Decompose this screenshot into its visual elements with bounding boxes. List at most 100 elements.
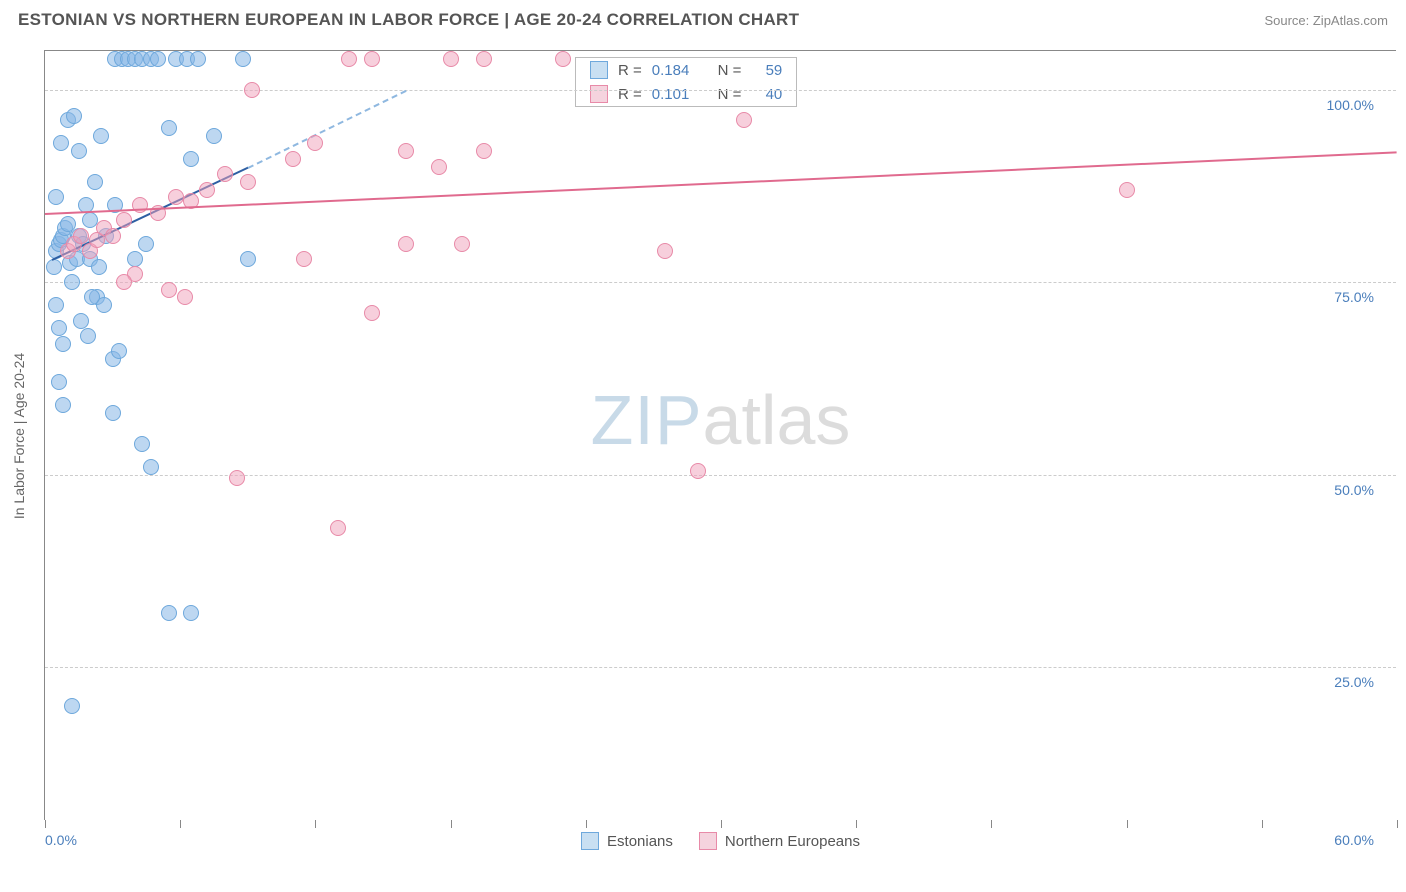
data-point xyxy=(48,297,64,313)
data-point xyxy=(476,51,492,67)
gridline xyxy=(45,475,1396,476)
y-axis-tick-label: 50.0% xyxy=(1334,482,1374,498)
data-point xyxy=(398,236,414,252)
gridline xyxy=(45,282,1396,283)
data-point xyxy=(93,128,109,144)
data-point xyxy=(285,151,301,167)
correlation-stats-box: R = 0.184 N = 59 R =0.101 N = 40 xyxy=(575,57,797,107)
stat-n-label: N = xyxy=(718,86,742,103)
data-point xyxy=(476,143,492,159)
y-axis-tick-label: 75.0% xyxy=(1334,289,1374,305)
data-point xyxy=(66,108,82,124)
data-point xyxy=(127,251,143,267)
data-point xyxy=(1119,182,1135,198)
data-point xyxy=(398,143,414,159)
data-point xyxy=(48,189,64,205)
x-axis-tick xyxy=(451,820,452,828)
data-point xyxy=(341,51,357,67)
data-point xyxy=(87,174,103,190)
legend-swatch xyxy=(590,61,608,79)
data-point xyxy=(229,470,245,486)
y-axis-tick-label: 100.0% xyxy=(1327,97,1374,113)
data-point xyxy=(206,128,222,144)
data-point xyxy=(64,274,80,290)
source-prefix: Source: xyxy=(1264,13,1312,28)
data-point xyxy=(55,397,71,413)
source-attribution: Source: ZipAtlas.com xyxy=(1264,13,1388,28)
data-point xyxy=(64,698,80,714)
data-point xyxy=(91,259,107,275)
chart-header: ESTONIAN VS NORTHERN EUROPEAN IN LABOR F… xyxy=(0,0,1406,38)
data-point xyxy=(46,259,62,275)
series-legend: Estonians Northern Europeans xyxy=(45,832,1396,850)
data-point xyxy=(217,166,233,182)
legend-item: Northern Europeans xyxy=(699,832,860,850)
data-point xyxy=(190,51,206,67)
stat-r-label: R = xyxy=(618,86,642,103)
x-axis-tick xyxy=(45,820,46,828)
data-point xyxy=(51,374,67,390)
data-point xyxy=(116,274,132,290)
scatter-chart: In Labor Force | Age 20-24 ZIPatlas R =0… xyxy=(44,50,1396,820)
data-point xyxy=(330,520,346,536)
data-point xyxy=(240,251,256,267)
legend-swatch xyxy=(699,832,717,850)
data-point xyxy=(168,189,184,205)
x-axis-tick xyxy=(1127,820,1128,828)
legend-label: Northern Europeans xyxy=(725,833,860,850)
data-point xyxy=(307,135,323,151)
data-point xyxy=(116,212,132,228)
data-point xyxy=(364,51,380,67)
data-point xyxy=(51,320,67,336)
x-axis-tick xyxy=(721,820,722,828)
x-axis-tick xyxy=(856,820,857,828)
x-axis-tick xyxy=(315,820,316,828)
x-axis-tick xyxy=(1397,820,1398,828)
stat-r-label: R = xyxy=(618,62,642,79)
data-point xyxy=(111,343,127,359)
data-point xyxy=(240,174,256,190)
data-point xyxy=(431,159,447,175)
data-point xyxy=(177,289,193,305)
trend-line xyxy=(247,90,406,169)
data-point xyxy=(138,236,154,252)
watermark-atlas: atlas xyxy=(703,381,851,459)
data-point xyxy=(105,405,121,421)
data-point xyxy=(657,243,673,259)
data-point xyxy=(80,328,96,344)
stats-row: R = 0.184 N = 59 xyxy=(576,58,796,82)
stat-n-value: 40 xyxy=(766,86,783,103)
data-point xyxy=(454,236,470,252)
stat-r-value: 0.184 xyxy=(652,62,690,79)
data-point xyxy=(364,305,380,321)
data-point xyxy=(55,336,71,352)
data-point xyxy=(235,51,251,67)
data-point xyxy=(71,143,87,159)
data-point xyxy=(736,112,752,128)
stat-n-value: 59 xyxy=(766,62,783,79)
data-point xyxy=(150,51,166,67)
data-point xyxy=(73,313,89,329)
data-point xyxy=(73,228,89,244)
data-point xyxy=(443,51,459,67)
data-point xyxy=(84,289,100,305)
legend-item: Estonians xyxy=(581,832,673,850)
data-point xyxy=(143,459,159,475)
data-point xyxy=(199,182,215,198)
data-point xyxy=(161,605,177,621)
data-point xyxy=(183,151,199,167)
data-point xyxy=(183,605,199,621)
data-point xyxy=(690,463,706,479)
data-point xyxy=(105,228,121,244)
data-point xyxy=(555,51,571,67)
stat-n-label: N = xyxy=(718,62,742,79)
source-name: ZipAtlas.com xyxy=(1313,13,1388,28)
watermark-zip: ZIP xyxy=(591,381,703,459)
legend-swatch xyxy=(581,832,599,850)
stats-row: R =0.101 N = 40 xyxy=(576,82,796,106)
chart-title: ESTONIAN VS NORTHERN EUROPEAN IN LABOR F… xyxy=(18,10,799,30)
y-axis-title: In Labor Force | Age 20-24 xyxy=(11,352,27,518)
data-point xyxy=(161,282,177,298)
data-point xyxy=(244,82,260,98)
data-point xyxy=(134,436,150,452)
